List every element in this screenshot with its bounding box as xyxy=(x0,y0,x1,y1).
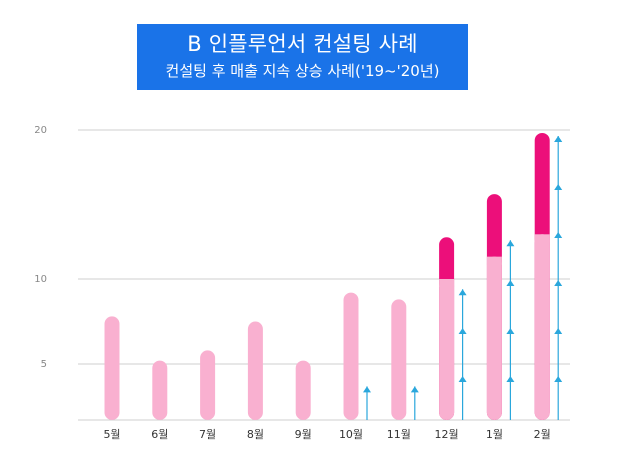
growth-arrow-tip xyxy=(554,135,563,142)
bar-base xyxy=(439,279,455,420)
bar-base xyxy=(104,316,120,420)
growth-arrow-head xyxy=(458,376,467,382)
bar-base xyxy=(343,292,359,420)
x-tick-label: 9월 xyxy=(295,428,312,441)
growth-arrow-head xyxy=(554,184,563,190)
bar-base xyxy=(152,360,168,420)
growth-arrow-head xyxy=(554,232,563,238)
growth-arrow-head xyxy=(554,328,563,334)
bar-base xyxy=(486,256,502,420)
x-tick-label: 10월 xyxy=(339,428,363,441)
x-tick-label: 11월 xyxy=(387,428,411,441)
bar-base xyxy=(295,360,311,420)
y-tick-label: 20 xyxy=(34,125,47,136)
x-tick-label: 5월 xyxy=(103,428,120,441)
growth-arrow-head xyxy=(506,328,515,334)
growth-arrow-tip xyxy=(410,386,419,393)
growth-arrow-tip xyxy=(363,386,371,393)
growth-arrow-head xyxy=(506,280,515,286)
y-tick-label: 10 xyxy=(34,274,47,285)
title-box: B 인플루언서 컨설팅 사례 컨설팅 후 매출 지속 상승 사례('19~'20… xyxy=(137,24,468,90)
growth-arrow-tip xyxy=(506,240,515,247)
x-tick-label: 1월 xyxy=(486,428,503,441)
bar-base xyxy=(534,234,550,420)
growth-arrow-head xyxy=(458,328,467,334)
x-tick-label: 7월 xyxy=(199,428,216,441)
bar-base-join xyxy=(534,234,550,243)
x-tick-label: 2월 xyxy=(534,428,551,441)
growth-arrow-tip xyxy=(458,289,467,296)
chart-title: B 인플루언서 컨설팅 사례 xyxy=(187,32,418,56)
growth-arrow-head xyxy=(554,376,563,382)
x-tick-label: 8월 xyxy=(247,428,264,441)
growth-arrow-head xyxy=(506,376,515,382)
x-tick-label: 12월 xyxy=(435,428,459,441)
bar-base xyxy=(200,350,216,420)
bar-base-join xyxy=(486,256,502,265)
bar-base xyxy=(247,321,263,420)
bar-base-join xyxy=(439,279,455,287)
bar-base xyxy=(391,299,407,420)
y-tick-label: 5 xyxy=(41,359,47,370)
chart-subtitle: 컨설팅 후 매출 지속 상승 사례('19~'20년) xyxy=(165,62,440,80)
x-tick-label: 6월 xyxy=(151,428,168,441)
growth-arrow-head xyxy=(554,280,563,286)
